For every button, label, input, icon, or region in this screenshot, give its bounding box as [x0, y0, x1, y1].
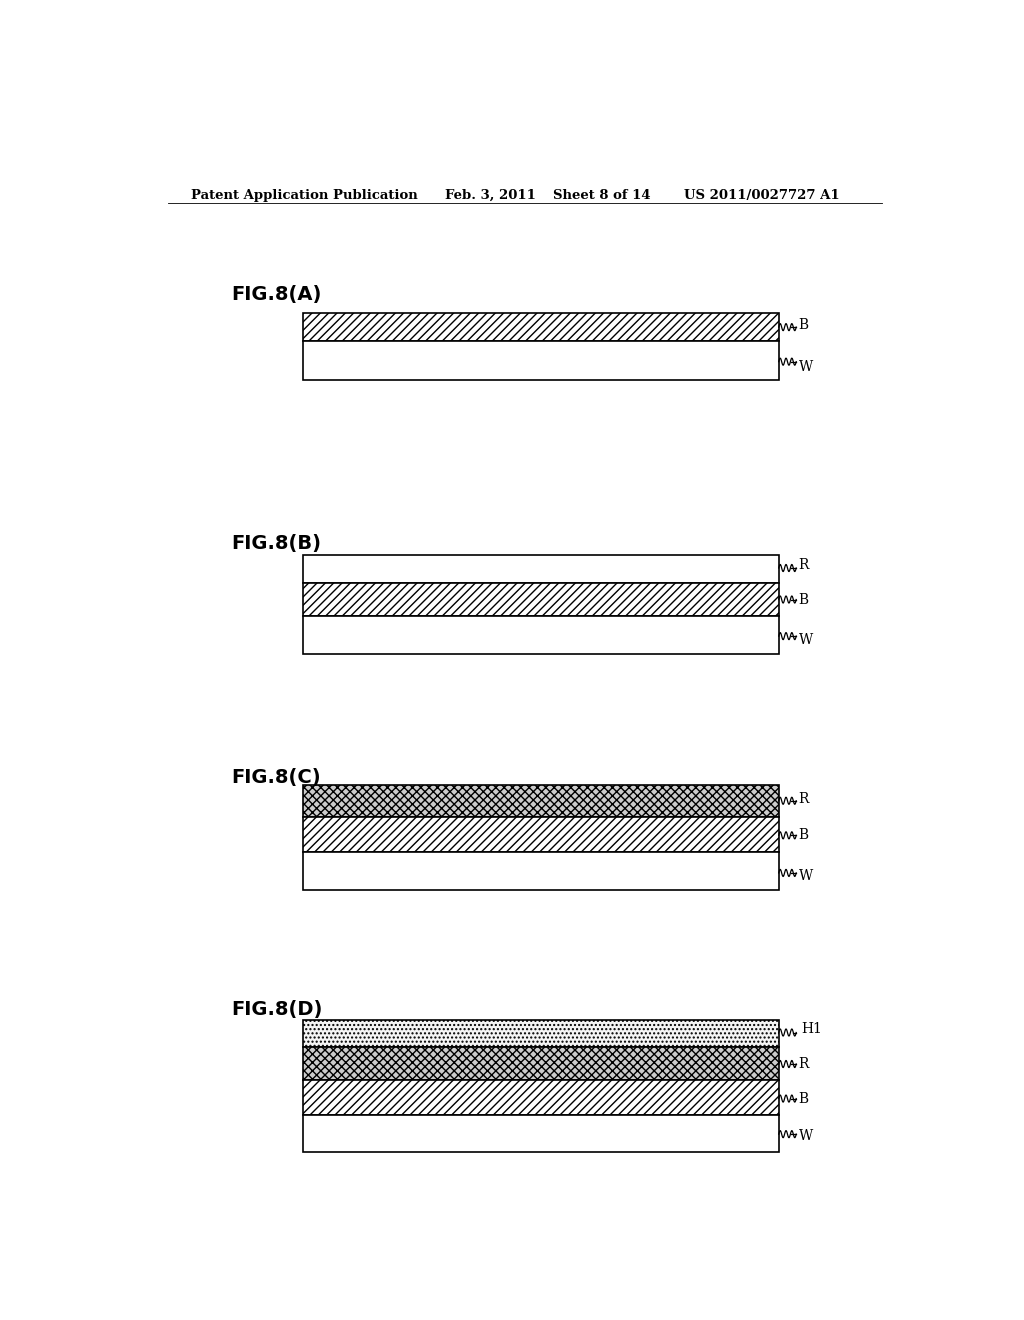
- Bar: [303, 851, 778, 890]
- Bar: [303, 1020, 778, 1047]
- Text: W: W: [799, 1129, 813, 1143]
- Text: FIG.8(B): FIG.8(B): [231, 535, 322, 553]
- Bar: [303, 313, 778, 342]
- Bar: [303, 1080, 778, 1115]
- Bar: [303, 817, 778, 851]
- Bar: [303, 554, 778, 583]
- Text: FIG.8(D): FIG.8(D): [231, 1001, 323, 1019]
- Text: B: B: [799, 829, 809, 842]
- Text: B: B: [799, 1092, 809, 1106]
- Text: W: W: [799, 360, 813, 374]
- Text: W: W: [799, 869, 813, 883]
- Text: R: R: [799, 558, 809, 572]
- Bar: [303, 1115, 778, 1152]
- Bar: [303, 784, 778, 817]
- Text: FIG.8(C): FIG.8(C): [231, 768, 321, 787]
- Text: R: R: [799, 792, 809, 805]
- Text: Feb. 3, 2011: Feb. 3, 2011: [445, 189, 537, 202]
- Text: FIG.8(A): FIG.8(A): [231, 285, 322, 305]
- Bar: [303, 1047, 778, 1080]
- Text: US 2011/0027727 A1: US 2011/0027727 A1: [684, 189, 839, 202]
- Text: H1: H1: [801, 1023, 822, 1036]
- Bar: [303, 583, 778, 615]
- Text: B: B: [799, 318, 809, 333]
- Text: W: W: [799, 634, 813, 647]
- Bar: [303, 615, 778, 655]
- Text: Patent Application Publication: Patent Application Publication: [191, 189, 418, 202]
- Bar: [303, 342, 778, 380]
- Text: R: R: [799, 1057, 809, 1071]
- Text: Sheet 8 of 14: Sheet 8 of 14: [553, 189, 650, 202]
- Text: B: B: [799, 593, 809, 606]
